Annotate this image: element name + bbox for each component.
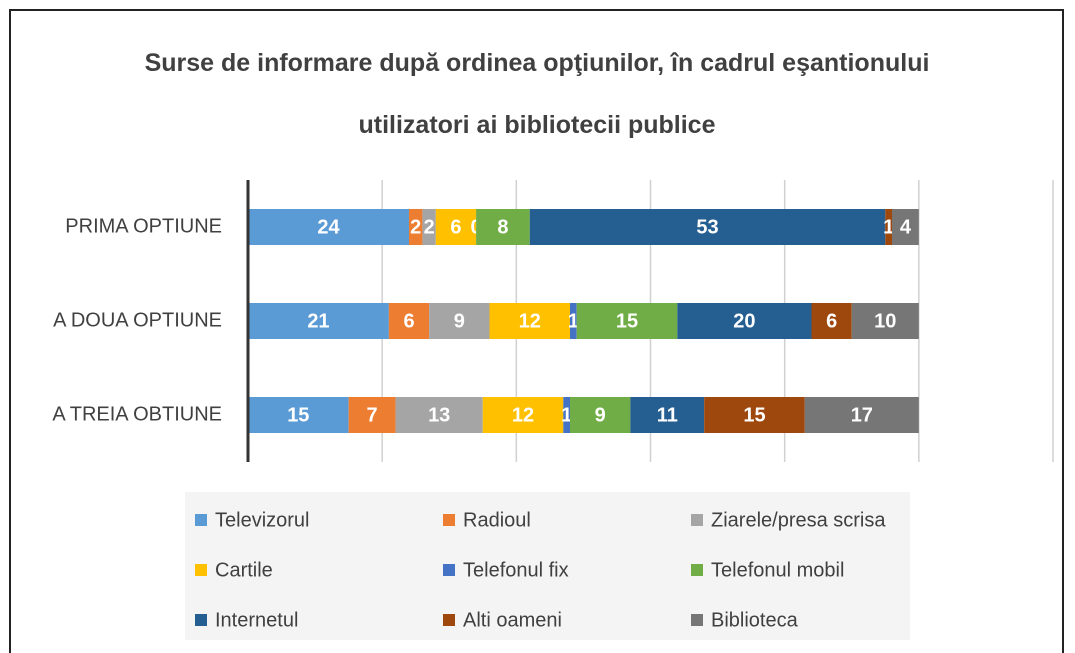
legend-swatch bbox=[195, 614, 207, 626]
bar-segment bbox=[429, 303, 490, 339]
legend-label: Radioul bbox=[463, 509, 531, 531]
data-label: 15 bbox=[743, 404, 765, 426]
bar-segment bbox=[570, 397, 631, 433]
legend-label: Televizorul bbox=[215, 509, 309, 531]
bar-segment bbox=[489, 303, 570, 339]
legend-swatch bbox=[443, 514, 455, 526]
legend-swatch bbox=[195, 564, 207, 576]
bar-segment bbox=[482, 397, 564, 433]
data-label: 1 bbox=[883, 216, 894, 238]
legend-swatch bbox=[443, 614, 455, 626]
data-label: 1 bbox=[568, 310, 579, 332]
bar-segment bbox=[409, 209, 423, 245]
data-label: 15 bbox=[287, 404, 309, 426]
bar-segment bbox=[388, 303, 430, 339]
bar-segment bbox=[435, 209, 477, 245]
bar-segment bbox=[476, 209, 530, 245]
data-label: 13 bbox=[428, 404, 450, 426]
data-label: 20 bbox=[733, 310, 755, 332]
bar-segment bbox=[851, 303, 919, 339]
legend-label: Internetul bbox=[215, 609, 298, 631]
data-label: 6 bbox=[826, 310, 837, 332]
legend-swatch bbox=[691, 614, 703, 626]
frame bbox=[9, 9, 1064, 653]
bar-segment bbox=[704, 397, 805, 433]
bar-segment bbox=[804, 397, 919, 433]
bar-segment bbox=[630, 397, 705, 433]
bar-segment bbox=[248, 209, 409, 245]
bar-segment bbox=[885, 209, 892, 245]
data-label: 15 bbox=[616, 310, 638, 332]
chart-title: Surse de informare după ordinea opţiunil… bbox=[144, 49, 930, 139]
bar-segment bbox=[395, 397, 483, 433]
legend-label: Cartile bbox=[215, 559, 273, 581]
data-label: 6 bbox=[450, 216, 461, 238]
data-label: 12 bbox=[519, 310, 541, 332]
bar-segment bbox=[892, 209, 919, 245]
bar-segment bbox=[248, 397, 349, 433]
data-label: 1 bbox=[561, 404, 572, 426]
legend-label: Alti oameni bbox=[463, 609, 562, 631]
bar-segment bbox=[529, 209, 886, 245]
legend-swatch bbox=[691, 514, 703, 526]
legend-swatch bbox=[443, 564, 455, 576]
y-tick-label: PRIMA OPTIUNE bbox=[65, 215, 222, 237]
y-tick-label: A TREIA OBTIUNE bbox=[52, 403, 222, 425]
bar-segment bbox=[422, 209, 436, 245]
legend-box bbox=[185, 492, 910, 640]
data-label: 2 bbox=[424, 216, 435, 238]
data-label: 21 bbox=[307, 310, 329, 332]
data-label: 6 bbox=[403, 310, 414, 332]
legend-label: Biblioteca bbox=[711, 609, 799, 631]
data-label: 9 bbox=[595, 404, 606, 426]
data-label: 10 bbox=[874, 310, 896, 332]
data-label: 17 bbox=[851, 404, 873, 426]
data-label: 4 bbox=[900, 216, 912, 238]
data-label: 53 bbox=[696, 216, 718, 238]
bar-segment bbox=[576, 303, 678, 339]
legend-label: Telefonul fix bbox=[463, 559, 569, 581]
bar-segment bbox=[248, 303, 389, 339]
legend-swatch bbox=[691, 564, 703, 576]
y-tick-label: A DOUA OPTIUNE bbox=[53, 309, 222, 331]
data-label: 7 bbox=[367, 404, 378, 426]
data-label: 8 bbox=[497, 216, 508, 238]
bar-segment bbox=[348, 397, 396, 433]
legend-label: Telefonul mobil bbox=[711, 559, 844, 581]
data-label: 24 bbox=[317, 216, 340, 238]
data-label: 2 bbox=[410, 216, 421, 238]
data-label: 11 bbox=[657, 404, 678, 426]
bar-segment bbox=[677, 303, 812, 339]
legend-label: Ziarele/presa scrisa bbox=[711, 509, 886, 531]
data-label: 9 bbox=[454, 310, 465, 332]
bar-segment bbox=[570, 303, 577, 339]
data-label: 12 bbox=[512, 404, 534, 426]
bar-segment bbox=[563, 397, 570, 433]
bar-segment bbox=[811, 303, 852, 339]
legend-swatch bbox=[195, 514, 207, 526]
